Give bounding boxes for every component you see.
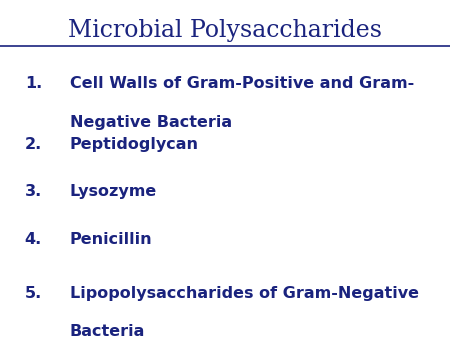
Text: 5.: 5. [25, 286, 42, 300]
Text: 4.: 4. [25, 232, 42, 246]
Text: Cell Walls of Gram-Positive and Gram-: Cell Walls of Gram-Positive and Gram- [70, 76, 414, 91]
Text: 2.: 2. [25, 137, 42, 152]
Text: Microbial Polysaccharides: Microbial Polysaccharides [68, 19, 382, 42]
Text: Peptidoglycan: Peptidoglycan [70, 137, 199, 152]
Text: Lipopolysaccharides of Gram-Negative: Lipopolysaccharides of Gram-Negative [70, 286, 419, 300]
Text: Penicillin: Penicillin [70, 232, 153, 246]
Text: Negative Bacteria: Negative Bacteria [70, 115, 232, 130]
Text: Lysozyme: Lysozyme [70, 184, 157, 199]
Text: 1.: 1. [25, 76, 42, 91]
Text: 3.: 3. [25, 184, 42, 199]
Text: Bacteria: Bacteria [70, 324, 145, 338]
